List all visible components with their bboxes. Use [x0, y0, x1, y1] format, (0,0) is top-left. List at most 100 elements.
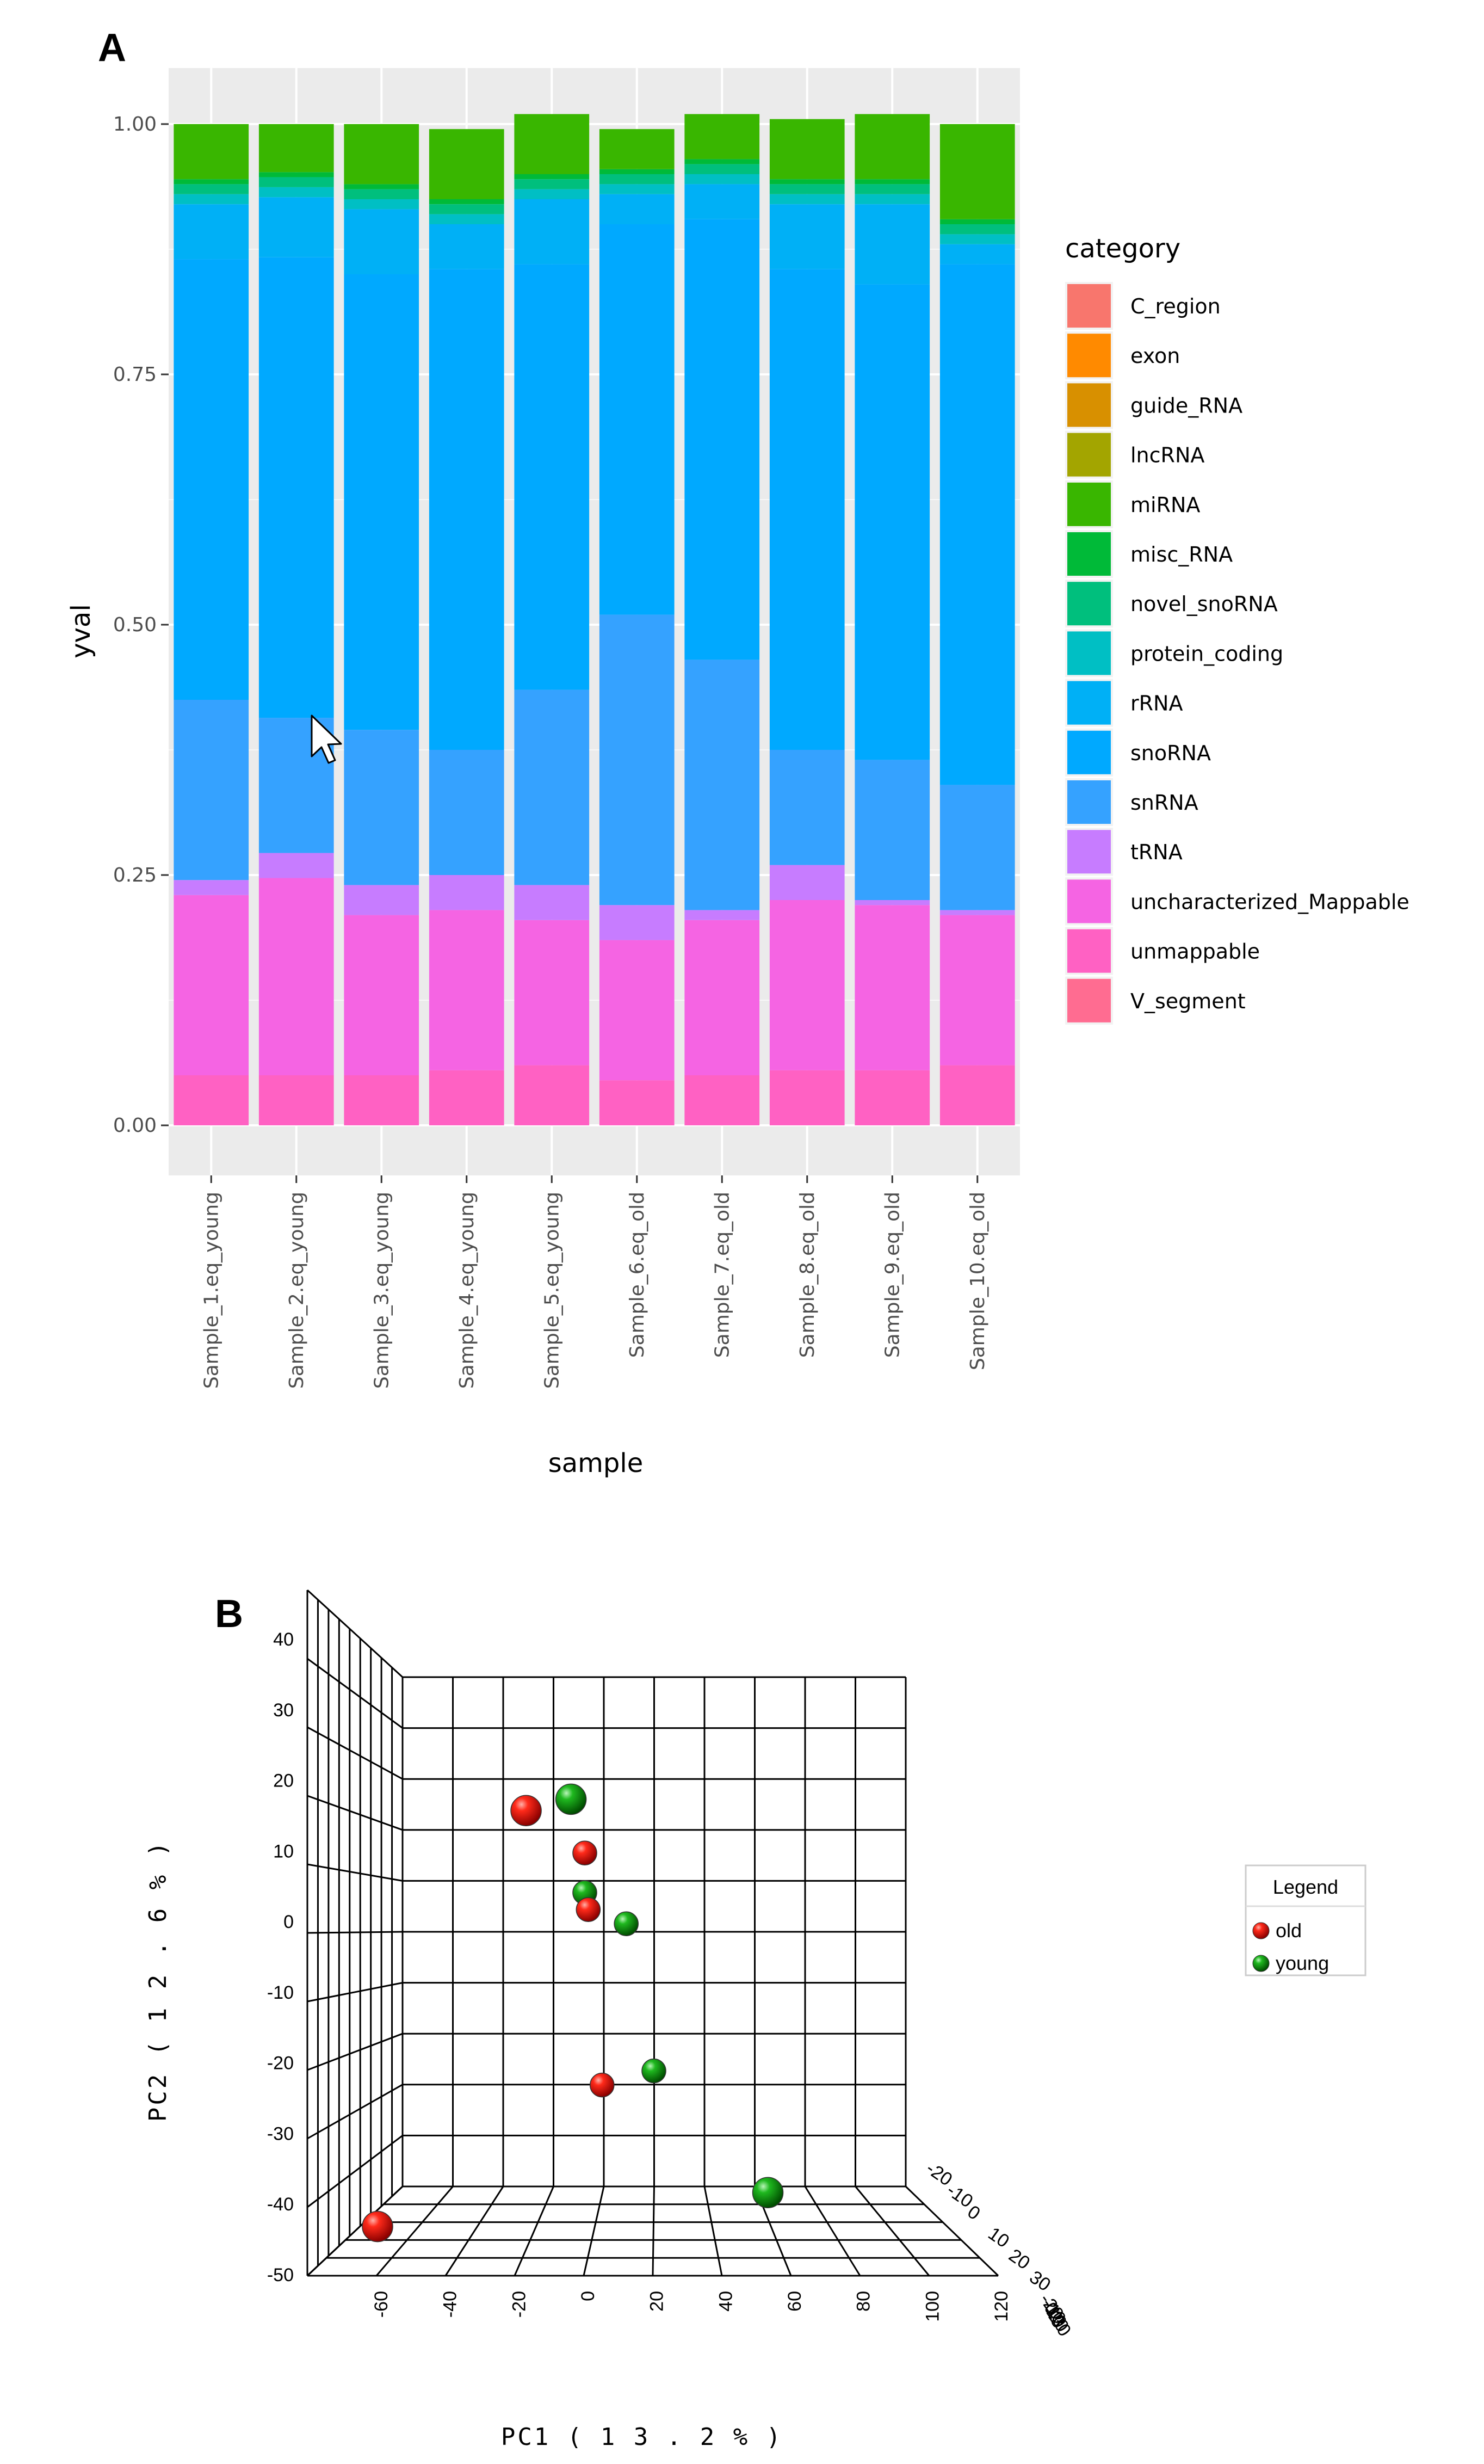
bar-segment-snRNA — [939, 785, 1015, 910]
legend-swatch-rRNA — [1067, 681, 1111, 725]
x-tick-label: Sample_10.eq_old — [967, 1192, 989, 1370]
bar-segment-misc_RNA — [599, 169, 675, 174]
bar-segment-miRNA — [855, 114, 930, 180]
bar-segment-snoRNA — [429, 269, 504, 750]
floor-gridline — [444, 2186, 504, 2276]
side-gridline — [307, 1795, 403, 1831]
legend-label: rRNA — [1130, 692, 1183, 716]
point-young — [555, 1783, 587, 1815]
bar-segment-misc_RNA — [939, 219, 1015, 224]
bar-segment-protein_coding — [258, 187, 334, 198]
bar-segment-snRNA — [855, 760, 930, 900]
legend-swatch-misc_RNA — [1067, 532, 1111, 576]
point-young — [752, 2177, 784, 2208]
bar-segment-tRNA — [344, 885, 419, 915]
side-gridline — [307, 1982, 403, 2003]
bar-segment-protein_coding — [939, 234, 1015, 244]
floor-gridline — [375, 2186, 454, 2276]
bar-segment-protein_coding — [429, 214, 504, 224]
bar-segment-protein_coding — [514, 189, 590, 199]
y-tick-label: 0.00 — [113, 1114, 157, 1137]
y-tick-label: 10 — [273, 1841, 294, 1862]
bar-segment-rRNA — [344, 209, 419, 274]
bar-segment-unmappable — [855, 1070, 930, 1125]
legend-label: novel_snoRNA — [1130, 592, 1278, 616]
bars-a — [174, 114, 1015, 1125]
bar-segment-miRNA — [344, 124, 419, 184]
legend-label: guide_RNA — [1130, 393, 1242, 417]
legend-label: protein_coding — [1130, 642, 1283, 666]
bar-segment-miRNA — [429, 129, 504, 199]
x-tick-label: Sample_7.eq_old — [711, 1192, 733, 1358]
bar-segment-miRNA — [258, 124, 334, 173]
bar-segment-novel_snoRNA — [174, 184, 249, 194]
x-tick-label: Sample_1.eq_young — [200, 1192, 222, 1389]
y-axis-b: 40 30 20 10 0 -10 -20 -30 -40 -50 — [267, 1629, 294, 2286]
bar-segment-novel_snoRNA — [344, 189, 419, 199]
x-tick-label: Sample_8.eq_old — [796, 1192, 819, 1358]
bar-segment-miRNA — [939, 124, 1015, 219]
bar-segment-protein_coding — [684, 174, 760, 184]
y-axis-a: 0.00 0.25 0.50 0.75 1.00 — [113, 113, 169, 1137]
point-old — [590, 2072, 615, 2098]
bar-segment-snoRNA — [174, 259, 249, 700]
x-axis-a: Sample_1.eq_young Sample_2.eq_young Sample… — [200, 1175, 989, 1389]
panel-label-a: A — [98, 26, 126, 70]
bar-segment-tRNA — [855, 900, 930, 905]
legend-swatch-tRNA — [1067, 830, 1111, 874]
bar-segment-miRNA — [769, 119, 845, 180]
bar-segment-unmappable — [344, 1075, 419, 1125]
bar-segment-tRNA — [599, 905, 675, 940]
legend-swatch-snRNA — [1067, 780, 1111, 824]
bar-segment-tRNA — [684, 910, 760, 920]
legend-swatch-V_segment — [1067, 978, 1111, 1022]
legend-marker-old — [1252, 1922, 1270, 1939]
bar-segment-uncharacterized_Mappable — [684, 920, 760, 1075]
bar-segment-rRNA — [684, 184, 760, 219]
bar-segment-snoRNA — [599, 224, 675, 615]
floor-gridline — [583, 2186, 605, 2276]
bar-segment-snoRNA — [514, 264, 590, 690]
bar-segment-miRNA — [514, 114, 590, 174]
bar-segment-misc_RNA — [684, 159, 760, 164]
floor-gridline — [703, 2186, 723, 2276]
x-axis-title-b: PC1 ( 1 3 . 2 % ) — [501, 2423, 783, 2451]
bar-segment-snoRNA — [769, 269, 845, 750]
legend-label: C_region — [1130, 294, 1221, 318]
bar-segment-protein_coding — [769, 194, 845, 205]
point-old — [572, 1840, 597, 1865]
bar-segment-tRNA — [258, 853, 334, 878]
floor-gridline — [855, 2186, 930, 2276]
mouse-cursor-icon — [311, 714, 342, 764]
x-tick-label: -40 — [440, 2291, 461, 2318]
bar-segment-protein_coding — [344, 199, 419, 210]
legend-swatch-snoRNA — [1067, 730, 1111, 774]
x-tick-label: Sample_3.eq_young — [370, 1192, 393, 1389]
legend-label: miRNA — [1130, 493, 1200, 517]
legend-swatch-guide_RNA — [1067, 383, 1111, 427]
legend-label: misc_RNA — [1130, 543, 1233, 566]
bar-segment-miRNA — [174, 124, 249, 180]
bar-segment-miRNA — [684, 114, 760, 159]
side-gridline — [307, 2135, 403, 2208]
point-young — [641, 2058, 666, 2084]
bar-segment-snoRNA — [684, 219, 760, 660]
bar-segment-miRNA — [599, 129, 675, 169]
bar-segment-tRNA — [939, 910, 1015, 915]
bar-segment-unmappable — [258, 1075, 334, 1125]
bar-segment-unmappable — [429, 1070, 504, 1125]
y-tick-label: -40 — [267, 2194, 294, 2215]
x-tick-label: 80 — [854, 2291, 874, 2312]
bar-segment-novel_snoRNA — [599, 174, 675, 184]
x-tick-label: -60 — [371, 2291, 392, 2318]
legend-label: uncharacterized_Mappable — [1130, 890, 1409, 914]
legend-title-b: Legend — [1273, 1876, 1338, 1898]
y-tick-label: 0.75 — [113, 364, 157, 386]
bar-segment-protein_coding — [599, 184, 675, 194]
y-tick-label: 0.50 — [113, 614, 157, 636]
x-tick-label: 20 — [647, 2291, 667, 2312]
bar-segment-tRNA — [174, 880, 249, 895]
bar-segment-snoRNA — [939, 264, 1015, 785]
legend-label: exon — [1130, 344, 1180, 368]
